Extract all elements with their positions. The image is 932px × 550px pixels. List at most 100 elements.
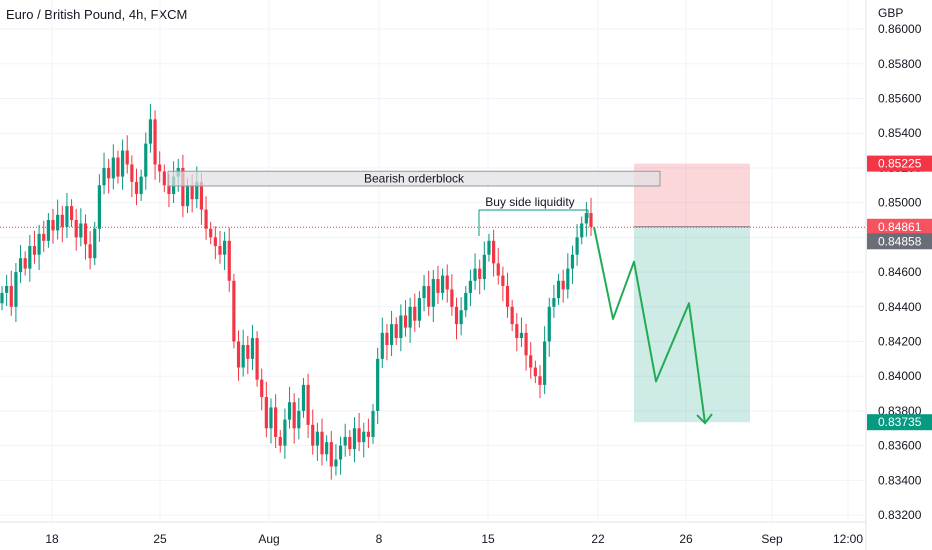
price-tag-stop [867, 155, 932, 172]
candle-body [218, 246, 222, 255]
candle-body [28, 246, 32, 269]
candle-body [543, 341, 547, 385]
y-tick-label: 0.84200 [878, 334, 922, 348]
candle-body [389, 324, 394, 345]
candle [510, 299, 514, 332]
candle-body [366, 431, 370, 437]
candle [134, 168, 139, 206]
orderblock-box[interactable] [167, 170, 661, 187]
candle-body [111, 157, 115, 179]
candle [107, 158, 111, 194]
candle [51, 208, 55, 244]
candle [552, 284, 556, 318]
candle [519, 317, 524, 348]
candle [403, 300, 408, 337]
candle [56, 199, 60, 240]
candle-body [102, 167, 106, 186]
candle [278, 430, 282, 453]
candle [501, 266, 505, 302]
candle [482, 241, 486, 291]
candle [250, 324, 255, 370]
x-tick-label: Sep [761, 532, 783, 546]
candle-body [445, 275, 449, 290]
candle [158, 151, 162, 183]
candle [125, 135, 129, 174]
candle-body [42, 233, 46, 241]
candle [315, 422, 319, 461]
candle-body [464, 292, 468, 311]
candle [584, 201, 588, 237]
candle-body [51, 220, 55, 231]
candle [468, 269, 473, 307]
x-tick-label: 12:00 [833, 532, 863, 546]
candle [23, 251, 27, 276]
candle [543, 326, 547, 394]
price-tag-label-current: 0.84858 [878, 234, 922, 248]
candle [93, 221, 97, 266]
candle-body [348, 436, 352, 450]
liquidity-label: Buy side liquidity [485, 195, 574, 209]
candle [362, 422, 366, 458]
candle [589, 197, 593, 236]
price-tag-target [867, 414, 932, 431]
candle [130, 155, 134, 198]
candle-body [334, 459, 338, 467]
candle [204, 196, 208, 240]
candle-body [413, 306, 417, 321]
candle [547, 297, 551, 357]
candle [464, 285, 468, 318]
y-tick-label: 0.85600 [878, 92, 922, 106]
y-tick-label: 0.83200 [878, 508, 922, 522]
candle-body [422, 285, 426, 299]
candle-body [566, 268, 570, 290]
candle [148, 104, 153, 153]
candle [533, 360, 537, 384]
candle [28, 234, 32, 282]
candle [366, 418, 370, 449]
candle-body [134, 181, 139, 194]
candle [348, 430, 352, 457]
candle-body [0, 292, 4, 304]
candle [450, 274, 454, 316]
candle-body [60, 214, 64, 227]
candle-body [209, 228, 213, 238]
candle-body [269, 407, 273, 429]
candle [389, 310, 394, 357]
candle [338, 436, 343, 475]
candle [334, 444, 338, 476]
candle-body [580, 223, 584, 238]
candle [445, 264, 449, 303]
candle-body [408, 306, 412, 328]
candle [297, 397, 301, 440]
candle [417, 291, 422, 328]
candle [570, 245, 575, 284]
y-tick-label: 0.86000 [878, 22, 922, 36]
candle-body [195, 181, 199, 200]
y-tick-label: 0.85000 [878, 196, 922, 210]
candle-body [533, 367, 537, 377]
candle [352, 417, 357, 463]
candle-body [505, 285, 510, 307]
candle-body [403, 315, 408, 328]
candle-body [362, 431, 366, 443]
x-tick-label: 25 [153, 532, 167, 546]
candle-body [236, 341, 241, 368]
candle [436, 265, 440, 305]
candle [223, 231, 227, 270]
liquidity-line [478, 209, 589, 236]
candle-body [436, 279, 440, 293]
candle-body [83, 223, 88, 245]
candle-body [125, 150, 129, 165]
candle-body [274, 407, 278, 437]
candle [97, 174, 101, 242]
candle-body [162, 171, 166, 186]
candle-body [283, 419, 287, 446]
y-tick-label: 0.84400 [878, 300, 922, 314]
candle-body [32, 246, 37, 255]
candle [431, 269, 435, 323]
candle-body [199, 181, 204, 210]
candle-body [589, 213, 593, 227]
candle [524, 323, 528, 371]
